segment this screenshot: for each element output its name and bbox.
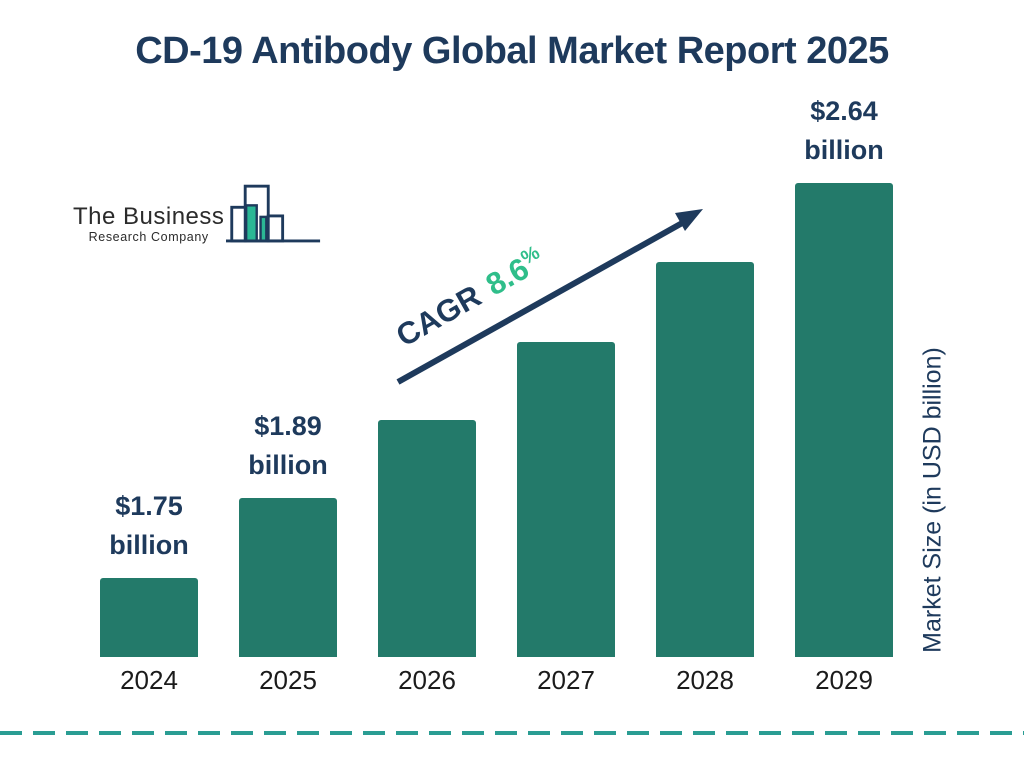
bar-2025 [239,498,337,657]
cagr-value: 8.6% [480,241,544,303]
logo-barchart-icon [226,184,321,243]
chart-title: CD-19 Antibody Global Market Report 2025 [135,30,889,72]
bar-value-label: $1.89 billion [248,407,327,485]
y-axis-label: Market Size (in USD billion) [918,347,947,653]
bar-2029 [795,183,893,657]
x-tick-2025: 2025 [259,665,317,695]
bar-group-2024: $1.75 billion 2024 [100,487,198,695]
bar-group-2027: 2027 [517,342,615,695]
value-line1: $1.75 [115,491,183,521]
x-tick-2024: 2024 [120,665,178,695]
bar-group-2028: 2028 [656,262,754,695]
bar-group-2025: $1.89 billion 2025 [239,407,337,695]
bar-value-label: $1.75 billion [109,487,188,565]
value-line2: billion [109,530,189,560]
bar-2024 [100,578,198,657]
value-line2: billion [248,450,328,480]
value-line1: $2.64 [810,96,878,126]
cagr-annotation: CAGR8.6% [390,242,551,354]
bar-group-2026: 2026 [378,420,476,695]
logo-text: The Business Research Company [73,203,225,245]
x-tick-2027: 2027 [537,665,595,695]
x-tick-2026: 2026 [398,665,456,695]
logo-text-secondary: Research Company [88,230,209,244]
bar-2027 [517,342,615,657]
bar-2026 [378,420,476,657]
bar-value-label: $2.64 billion [804,92,883,170]
logo-text-primary: The Business [73,203,225,230]
value-line2: billion [804,135,884,165]
x-tick-2029: 2029 [815,665,873,695]
bar-group-2029: $2.64 billion 2029 [795,92,893,695]
x-tick-2028: 2028 [676,665,734,695]
value-line1: $1.89 [254,411,322,441]
company-logo: The Business Research Company [73,182,322,246]
bar-2028 [656,262,754,657]
cagr-label: CAGR [390,278,487,354]
